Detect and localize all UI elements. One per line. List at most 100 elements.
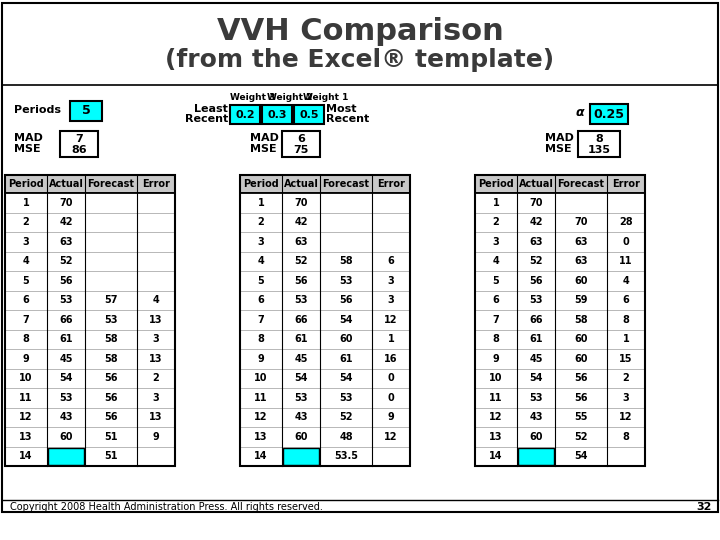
Text: 8: 8	[623, 432, 629, 442]
Text: 55: 55	[575, 412, 588, 422]
Bar	[475, 427, 645, 447]
Text: 5: 5	[492, 276, 500, 286]
Text: 6: 6	[297, 134, 305, 144]
Bar	[240, 310, 410, 329]
Bar	[240, 368, 410, 388]
Text: 52: 52	[59, 256, 73, 266]
Text: 66: 66	[59, 315, 73, 325]
Text: Actual: Actual	[284, 179, 318, 189]
Text: 56: 56	[575, 373, 588, 383]
Text: 4: 4	[492, 256, 500, 266]
Text: 59: 59	[575, 295, 588, 305]
Text: 14: 14	[19, 451, 32, 461]
Text: 3: 3	[387, 276, 395, 286]
Text: 7: 7	[75, 134, 83, 144]
Text: 4: 4	[258, 256, 264, 266]
Text: 4: 4	[22, 256, 30, 266]
Text: 2: 2	[22, 217, 30, 227]
Text: 12: 12	[619, 412, 633, 422]
Text: 12: 12	[19, 412, 32, 422]
Bar	[475, 291, 645, 310]
Text: MAD: MAD	[250, 133, 279, 143]
Text: 63: 63	[529, 237, 543, 247]
Bar	[475, 175, 645, 193]
Text: 13: 13	[19, 432, 32, 442]
Text: 135: 135	[588, 145, 611, 155]
Text: 43: 43	[59, 412, 73, 422]
Bar	[283, 448, 319, 465]
Text: 0.25: 0.25	[593, 107, 624, 120]
Text: 54: 54	[575, 451, 588, 461]
Text: 6: 6	[258, 295, 264, 305]
Text: 70: 70	[294, 198, 307, 208]
Text: 6: 6	[387, 256, 395, 266]
Text: 32: 32	[697, 502, 712, 512]
Text: 61: 61	[529, 334, 543, 345]
Text: Least: Least	[194, 104, 228, 114]
Text: 13: 13	[149, 315, 163, 325]
Text: Error: Error	[377, 179, 405, 189]
Text: 56: 56	[104, 393, 118, 403]
Text: 0: 0	[387, 373, 395, 383]
Text: 13: 13	[490, 432, 503, 442]
Text: 4: 4	[623, 276, 629, 286]
Text: 10: 10	[19, 373, 32, 383]
Text: 0.2: 0.2	[235, 110, 255, 119]
Text: 56: 56	[529, 276, 543, 286]
Bar	[5, 232, 175, 252]
Bar	[240, 232, 410, 252]
Text: 8: 8	[22, 334, 30, 345]
Bar	[240, 193, 410, 213]
Text: 63: 63	[575, 256, 588, 266]
Text: 53: 53	[339, 393, 353, 403]
Text: Actual: Actual	[48, 179, 84, 189]
Text: Forecast: Forecast	[88, 179, 135, 189]
Bar	[5, 271, 175, 291]
Text: 0: 0	[387, 393, 395, 403]
Bar	[240, 252, 410, 271]
Text: 13: 13	[254, 432, 268, 442]
Bar	[475, 271, 645, 291]
Text: 7: 7	[258, 315, 264, 325]
Bar	[475, 232, 645, 252]
Text: 11: 11	[619, 256, 633, 266]
Text: 8: 8	[258, 334, 264, 345]
Text: 56: 56	[59, 276, 73, 286]
Text: 3: 3	[387, 295, 395, 305]
Text: Most: Most	[326, 104, 356, 114]
Text: Periods: Periods	[14, 105, 61, 115]
Text: 53: 53	[529, 393, 543, 403]
Text: 12: 12	[254, 412, 268, 422]
Bar	[282, 131, 320, 157]
Text: 63: 63	[59, 237, 73, 247]
Text: Forecast: Forecast	[323, 179, 369, 189]
Text: 8: 8	[595, 134, 603, 144]
Text: 60: 60	[575, 354, 588, 364]
Text: (from the Excel® template): (from the Excel® template)	[166, 48, 554, 72]
Text: 56: 56	[104, 412, 118, 422]
Text: 9: 9	[22, 354, 30, 364]
Text: 0.3: 0.3	[267, 110, 287, 119]
Text: 60: 60	[575, 276, 588, 286]
Text: Recent: Recent	[326, 114, 369, 124]
Text: 9: 9	[492, 354, 500, 364]
Bar	[240, 213, 410, 232]
Text: VVH Comparison: VVH Comparison	[217, 17, 503, 46]
Bar	[5, 252, 175, 271]
Text: 58: 58	[339, 256, 353, 266]
Text: 1: 1	[623, 334, 629, 345]
Text: 12: 12	[490, 412, 503, 422]
Text: 7: 7	[492, 315, 500, 325]
Text: 51: 51	[104, 432, 118, 442]
Bar	[240, 175, 410, 466]
Text: 53.5: 53.5	[334, 451, 358, 461]
Bar	[5, 427, 175, 447]
Text: 56: 56	[575, 393, 588, 403]
Text: MAD: MAD	[14, 133, 43, 143]
Bar	[5, 388, 175, 408]
Text: 5: 5	[22, 276, 30, 286]
Text: Recent: Recent	[185, 114, 228, 124]
Text: 2: 2	[492, 217, 500, 227]
Text: 42: 42	[529, 217, 543, 227]
Text: 11: 11	[254, 393, 268, 403]
